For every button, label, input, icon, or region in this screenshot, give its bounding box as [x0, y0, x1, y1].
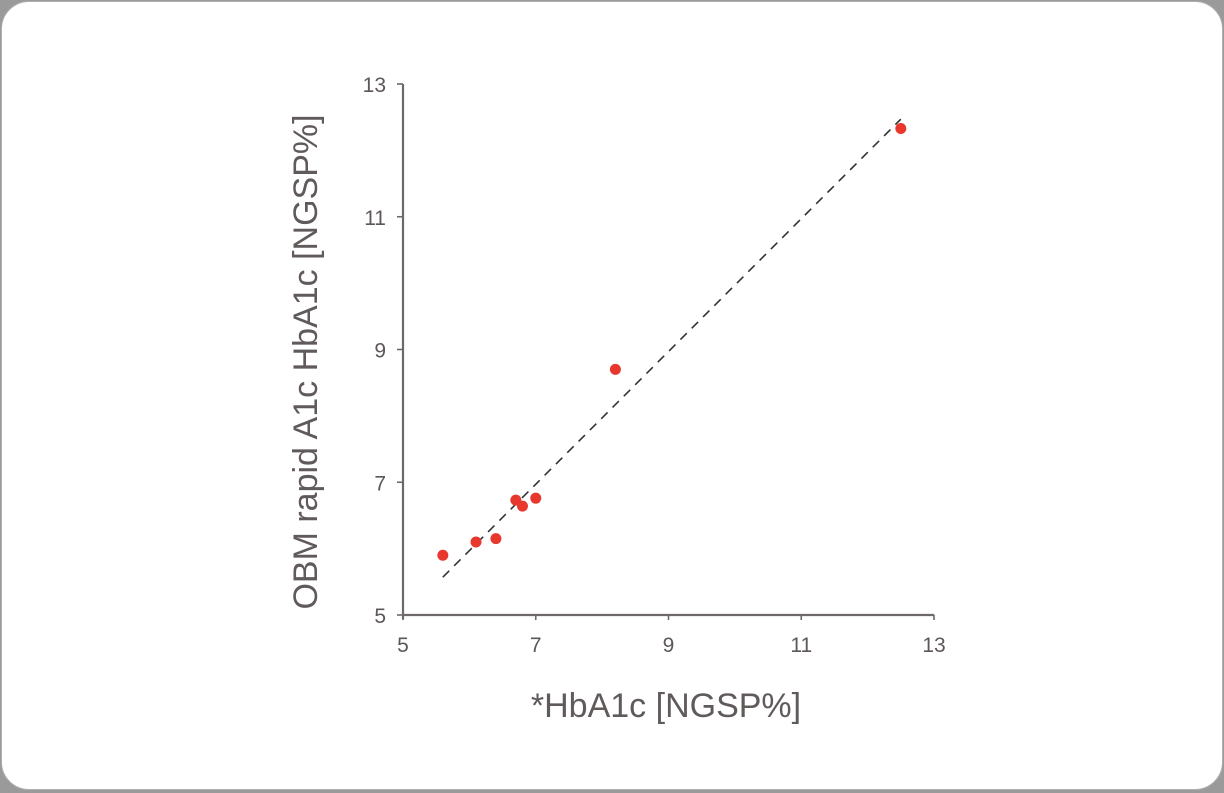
y-tick-label: 7: [374, 472, 386, 495]
data-point: [470, 536, 482, 548]
axes: [397, 83, 935, 620]
tick-labels: 5 7 9 11 13 5 7 9 11 13: [363, 74, 946, 657]
data-point: [530, 492, 542, 504]
data-points: [437, 122, 907, 561]
y-tick-label: 11: [364, 207, 386, 230]
y-tick-label: 9: [374, 340, 386, 363]
data-point: [609, 363, 621, 375]
y-tick-label: 13: [363, 74, 386, 97]
x-tick-label: 5: [397, 634, 409, 657]
x-axis-title: *HbA1c [NGSP%]: [531, 687, 801, 725]
x-tick-label: 7: [530, 634, 542, 657]
data-point: [437, 549, 449, 561]
y-axis-title: OBM rapid A1c HbA1c [NGSP%]: [287, 114, 325, 609]
x-tick-label: 9: [663, 634, 675, 657]
data-point: [895, 122, 907, 134]
y-tick-label: 5: [374, 605, 386, 628]
x-tick-label: 13: [922, 634, 945, 657]
data-point: [490, 533, 502, 545]
data-point: [516, 500, 528, 512]
trendline: [442, 118, 902, 578]
x-tick-label: 11: [790, 634, 812, 657]
